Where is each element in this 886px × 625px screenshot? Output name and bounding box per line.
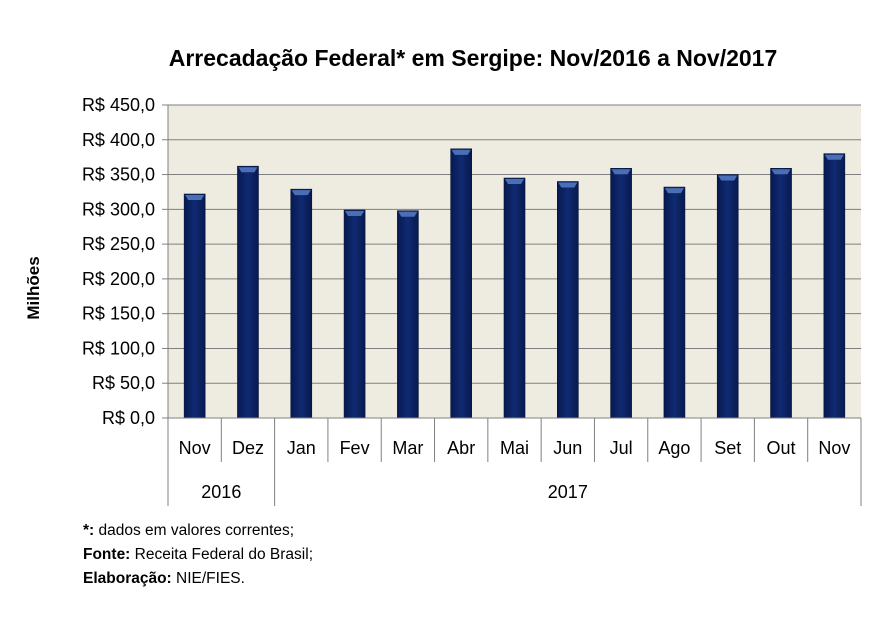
footnotes: *: dados em valores correntes; Fonte: Re… [83,519,313,591]
x-tick-label: Mai [500,438,529,458]
y-tick-label: R$ 400,0 [82,130,155,150]
x-tick-label: Abr [447,438,475,458]
footnote-label: *: [83,522,95,539]
bar [557,181,579,419]
x-axis: Nov Dez Jan Fev Mar Abr Mai Jun Jul Ago Set Out Nov 2… [167,105,862,506]
y-tick-label: R$ 450,0 [82,95,155,115]
x-tick-label: Fev [340,438,370,458]
bar [450,148,472,419]
x-tick-label: Set [714,438,741,458]
x-tick-label: Jul [610,438,633,458]
bar [237,165,259,419]
bar-group [823,153,846,419]
bar [397,210,419,419]
bar-bevel [664,188,684,194]
x-group-label: 2016 [201,482,241,502]
y-tick-label: R$ 0,0 [102,408,155,428]
bar-group [610,167,632,419]
x-tick-label: Mar [392,438,423,458]
bar-group [663,186,686,419]
bar-bevel [291,190,311,196]
bar-group [450,148,472,419]
bar-group [770,167,792,419]
x-tick-label: Out [767,438,796,458]
bar-group [343,209,366,419]
x-tick-label: Ago [658,438,690,458]
bar-group [237,165,259,419]
y-tick-label: R$ 200,0 [82,269,155,289]
bar-bevel [611,169,631,175]
chart-title: Arrecadação Federal* em Sergipe: Nov/201… [169,45,778,71]
bar-bevel [505,179,524,185]
y-tick-label: R$ 50,0 [92,373,155,393]
y-tick-label: R$ 350,0 [82,165,155,185]
footnote-asterisk: *: dados em valores correntes; [83,519,313,543]
x-tick-label: Jan [287,438,316,458]
y-tick-label: R$ 250,0 [82,234,155,254]
bar-chart: Arrecadação Federal* em Sergipe: Nov/201… [24,45,862,506]
x-tick-label: Nov [818,438,850,458]
bar [183,193,206,419]
x-group-label: 2017 [548,482,588,502]
bar-group [397,210,419,419]
bar [716,174,739,419]
bar [663,186,686,419]
footnote-source: Fonte: Receita Federal do Brasil; [83,543,313,567]
bar-bevel [771,169,791,175]
footnote-label: Elaboração: [83,570,172,587]
bar-bevel [451,149,471,155]
bars [183,148,846,419]
footnote-elaboration: Elaboração: NIE/FIES. [83,567,313,591]
bar [290,188,313,419]
y-axis-ticks: R$ 0,0 R$ 50,0 R$ 100,0 R$ 150,0 R$ 200,0 R$ … [82,95,168,428]
y-tick-label: R$ 100,0 [82,338,155,358]
bar-group [503,177,526,419]
x-tick-label: Jun [553,438,582,458]
bar [503,177,526,419]
footnote-text: NIE/FIES. [171,570,245,587]
footnote-label: Fonte: [83,546,131,563]
bar-bevel [558,182,578,188]
bar-bevel [345,211,365,217]
bar [823,153,846,419]
bar-group [557,181,579,419]
bar-bevel [718,175,738,181]
bar-group [716,174,739,419]
footnote-text: Receita Federal do Brasil; [130,546,313,563]
bar [770,167,792,419]
x-tick-label: Dez [232,438,264,458]
bar-bevel [185,195,205,201]
x-tick-label: Nov [179,438,211,458]
bar-bevel [238,167,258,173]
y-tick-label: R$ 150,0 [82,304,155,324]
bar-group [290,188,313,419]
bar [343,209,366,419]
bar-bevel [398,211,418,217]
bar-group [183,193,206,419]
footnote-text: dados em valores correntes; [94,522,295,539]
bar [610,167,632,419]
y-tick-label: R$ 300,0 [82,199,155,219]
y-axis-label: Milhões [24,256,43,319]
bar-bevel [824,154,844,160]
